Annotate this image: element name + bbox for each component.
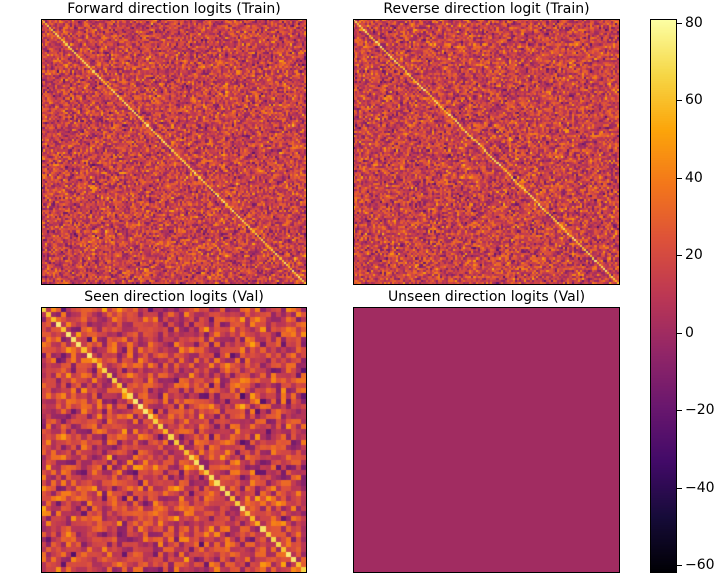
colorbar [650, 19, 677, 573]
colorbar-tick [677, 255, 682, 256]
panel-title-unseen: Unseen direction logits (Val) [387, 289, 586, 305]
colorbar-tick [677, 565, 682, 566]
colorbar-tick-label: 20 [685, 247, 703, 263]
colorbar-tick [677, 100, 682, 101]
heatmap-seen-val [41, 307, 307, 573]
panel-title-reverse: Reverse direction logit (Train) [383, 1, 590, 17]
panel-title-seen: Seen direction logits (Val) [84, 289, 264, 305]
colorbar-tick-label: 40 [685, 170, 703, 186]
heatmap-unseen-val [353, 307, 620, 573]
colorbar-tick-label: 0 [685, 325, 694, 341]
colorbar-tick [677, 410, 682, 411]
colorbar-tick [677, 23, 682, 24]
heatmap-reverse-train [353, 19, 620, 285]
colorbar-tick-label: 80 [685, 15, 703, 31]
colorbar-tick-label: 60 [685, 92, 703, 108]
panel-title-forward: Forward direction logits (Train) [67, 1, 281, 17]
colorbar-tick [677, 488, 682, 489]
colorbar-tick [677, 178, 682, 179]
colorbar-tick [677, 333, 682, 334]
colorbar-tick-label: −60 [685, 557, 715, 573]
colorbar-tick-label: −40 [685, 480, 715, 496]
heatmap-forward-train [41, 19, 307, 285]
colorbar-tick-label: −20 [685, 402, 715, 418]
